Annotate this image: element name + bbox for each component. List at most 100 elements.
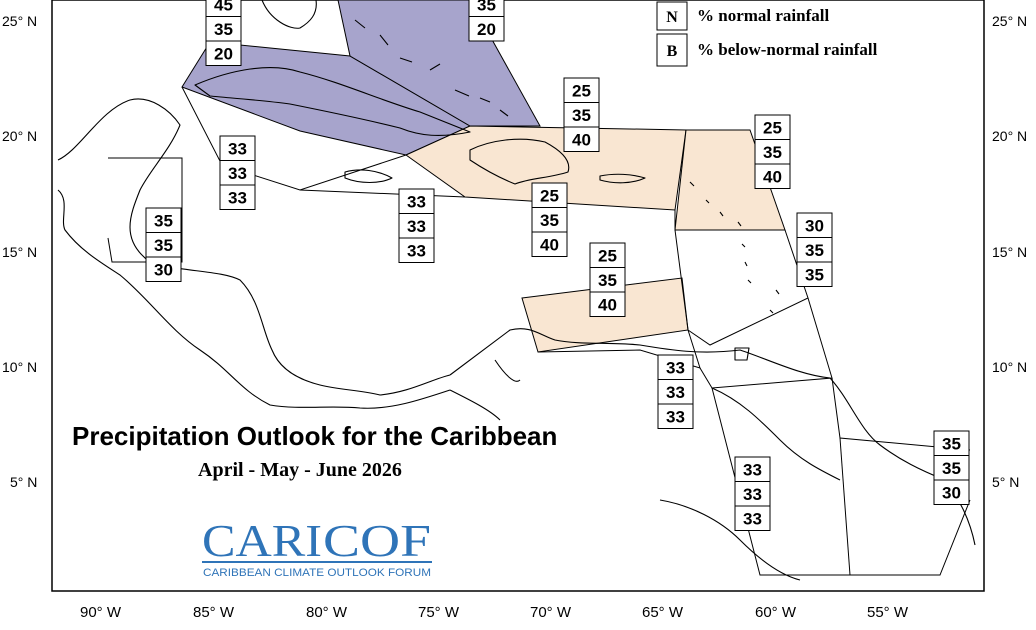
probability-value: 40 xyxy=(598,296,617,315)
probability-cell-box xyxy=(398,237,435,263)
probability-value: 35 xyxy=(477,0,496,15)
probability-box-french-guiana: 35 35 30 xyxy=(933,430,970,505)
lat-label: 5° N xyxy=(992,474,1019,490)
lat-label: 15° N xyxy=(992,244,1027,260)
lat-label: 15° N xyxy=(2,244,37,260)
legend: N % normal rainfall B % below-normal rai… xyxy=(656,1,878,67)
probability-cell-box xyxy=(145,207,182,233)
probability-value: 33 xyxy=(666,408,685,427)
probability-cell-box xyxy=(933,430,970,456)
probability-cell-box xyxy=(219,135,256,161)
lat-label: 25° N xyxy=(992,13,1027,29)
probability-cell-box xyxy=(796,237,833,263)
probability-cell-box xyxy=(398,188,435,214)
probability-cell-box xyxy=(933,479,970,505)
lat-label: 25° N xyxy=(2,13,37,29)
probability-value: 33 xyxy=(743,485,762,504)
probability-cell-box xyxy=(145,256,182,282)
probability-value: 33 xyxy=(228,189,247,208)
probability-cell-box xyxy=(205,16,242,42)
logo-text-cari: CARI xyxy=(202,515,322,566)
probability-box-trinidad: 33 33 33 xyxy=(657,354,694,429)
legend-key: B xyxy=(667,43,678,60)
probability-value: 45 xyxy=(214,0,233,15)
probability-cell-box xyxy=(933,455,970,481)
probability-value: 33 xyxy=(228,164,247,183)
probability-value: 25 xyxy=(540,187,559,206)
lat-label: 10° N xyxy=(992,359,1027,375)
probability-box-guyana: 33 33 33 xyxy=(734,456,771,531)
lon-label: 55° W xyxy=(867,604,909,621)
logo-text-cof: COF xyxy=(323,515,431,566)
probability-value: 25 xyxy=(572,82,591,101)
probability-cell-box xyxy=(754,163,791,189)
probability-value: 33 xyxy=(407,217,426,236)
map-title: Precipitation Outlook for the Caribbean xyxy=(72,421,557,451)
probability-value: 33 xyxy=(666,359,685,378)
probability-value: 25 xyxy=(598,247,617,266)
legend-label: % normal rainfall xyxy=(697,6,829,25)
probability-cell-box xyxy=(398,213,435,239)
probability-box-leeward-islands: 25 35 40 xyxy=(754,114,791,189)
probability-value: 40 xyxy=(763,168,782,187)
legend-key-box xyxy=(656,33,688,67)
probability-value: 35 xyxy=(572,106,591,125)
lat-label: 20° N xyxy=(992,128,1027,144)
probability-cell-box xyxy=(219,160,256,186)
lon-label: 60° W xyxy=(755,604,797,621)
probability-value: 35 xyxy=(598,271,617,290)
probability-cell-box xyxy=(796,261,833,287)
lon-label: 70° W xyxy=(530,604,572,621)
probability-value: 30 xyxy=(942,484,961,503)
probability-cell-box xyxy=(657,379,694,405)
lat-label: 20° N xyxy=(2,128,37,144)
probability-value: 40 xyxy=(540,236,559,255)
probability-value: 35 xyxy=(540,211,559,230)
probability-cell-box xyxy=(657,403,694,429)
probability-box-caribbean-central: 25 35 40 xyxy=(531,182,568,257)
probability-value: 35 xyxy=(154,236,173,255)
probability-box-yucatan-channel: 33 33 33 xyxy=(219,135,256,210)
probability-value: 30 xyxy=(154,261,173,280)
probability-cell-box xyxy=(205,40,242,66)
probability-cell-box xyxy=(468,16,505,42)
probability-box-jamaica: 33 33 33 xyxy=(398,188,435,263)
probability-value: 35 xyxy=(942,435,961,454)
probability-value: 33 xyxy=(407,193,426,212)
legend-label: % below-normal rainfall xyxy=(697,40,878,59)
latitude-labels-right: 25° N 20° N 15° N 10° N 5° N xyxy=(992,13,1027,490)
lon-label: 90° W xyxy=(80,604,122,621)
lon-label: 85° W xyxy=(193,604,235,621)
probability-cell-box xyxy=(734,481,771,507)
probability-box-hispaniola-north: 25 35 40 xyxy=(563,77,600,152)
probability-cell-box xyxy=(531,231,568,257)
lon-label: 80° W xyxy=(306,604,348,621)
coastlines xyxy=(57,0,976,581)
probability-cell-box xyxy=(531,207,568,233)
probability-value: 33 xyxy=(666,383,685,402)
probability-value: 40 xyxy=(572,131,591,150)
zone-above-normal-bahamas xyxy=(337,0,541,127)
caricof-logo: CARI COF CARIBBEAN CLIMATE OUTLOOK FORUM xyxy=(202,515,432,579)
probability-box-abc-islands: 25 35 40 xyxy=(589,242,626,317)
probability-box-windward-islands: 30 35 35 xyxy=(796,212,833,287)
probability-box-belize-honduras: 35 35 30 xyxy=(145,207,182,282)
probability-value: 35 xyxy=(805,266,824,285)
probability-cell-box xyxy=(145,232,182,258)
probability-box-cuba-west: 45 35 20 xyxy=(205,0,242,66)
longitude-labels: 90° W 85° W 80° W 75° W 70° W 65° W 60° … xyxy=(80,604,909,621)
lon-label: 75° W xyxy=(418,604,460,621)
probability-value: 35 xyxy=(805,241,824,260)
probability-value: 25 xyxy=(763,119,782,138)
logo-tagline: CARIBBEAN CLIMATE OUTLOOK FORUM xyxy=(203,567,431,579)
probability-cell-box xyxy=(589,291,626,317)
probability-value: 20 xyxy=(214,45,233,64)
probability-cell-box xyxy=(589,267,626,293)
probability-value: 20 xyxy=(477,20,496,39)
probability-cell-box xyxy=(219,184,256,210)
probability-value: 30 xyxy=(805,217,824,236)
probability-cell-box xyxy=(754,114,791,140)
latitude-labels-left: 25° N 20° N 15° N 10° N 5° N xyxy=(2,13,37,490)
